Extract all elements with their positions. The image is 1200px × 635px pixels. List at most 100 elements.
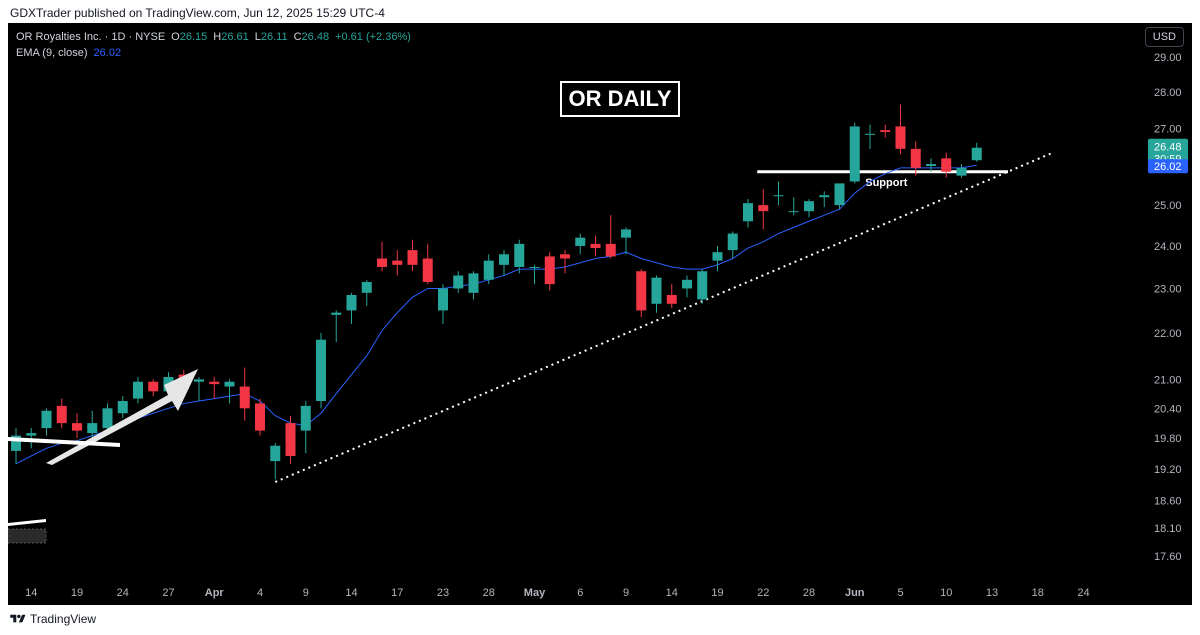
candle-body bbox=[346, 295, 357, 311]
candle-body bbox=[590, 243, 601, 249]
ema-price-text: 26.02 bbox=[1154, 161, 1182, 173]
x-tick-label: 14 bbox=[666, 587, 678, 599]
y-tick-label: 21.00 bbox=[1154, 374, 1182, 386]
candle-body bbox=[926, 164, 936, 166]
candle-body bbox=[239, 386, 250, 409]
y-tick-label: 23.00 bbox=[1154, 283, 1182, 295]
candle-body bbox=[224, 381, 235, 387]
candle-body bbox=[636, 271, 647, 311]
candle-body bbox=[300, 405, 311, 431]
candle-body bbox=[758, 205, 769, 212]
lower-mark-annotation bbox=[8, 519, 46, 526]
last-price-text: 26.48 bbox=[1154, 142, 1182, 154]
close-label: C bbox=[293, 31, 302, 43]
candle-body bbox=[697, 271, 708, 300]
candle-body bbox=[117, 400, 128, 414]
candle-body bbox=[377, 258, 387, 267]
y-tick-label: 18.60 bbox=[1154, 496, 1182, 508]
candle-body bbox=[682, 279, 692, 289]
candle-body bbox=[11, 435, 21, 451]
candle-body bbox=[575, 237, 586, 246]
candle-body bbox=[544, 256, 555, 285]
x-tick-label: 19 bbox=[711, 587, 723, 599]
candle-body bbox=[483, 260, 494, 280]
y-tick-label: 28.00 bbox=[1154, 87, 1182, 99]
candle-body bbox=[468, 273, 479, 293]
y-tick-label: 19.80 bbox=[1154, 433, 1182, 445]
x-tick-label: 13 bbox=[986, 587, 998, 599]
up-arrow-annotation bbox=[46, 369, 198, 465]
change-value: +0.61 (+2.36%) bbox=[335, 31, 411, 43]
x-tick-label: 28 bbox=[483, 587, 495, 599]
candle-body bbox=[87, 423, 98, 434]
chart-title-box: OR DAILY bbox=[560, 81, 680, 117]
x-tick-label: 17 bbox=[391, 587, 403, 599]
x-tick-label: 24 bbox=[1077, 587, 1089, 599]
candle-body bbox=[605, 243, 616, 257]
candle-body bbox=[651, 277, 662, 304]
x-tick-label: 22 bbox=[757, 587, 769, 599]
candle-body bbox=[560, 254, 570, 259]
candle-body bbox=[895, 126, 906, 149]
candle-body bbox=[72, 423, 82, 431]
candle-body bbox=[26, 433, 37, 436]
x-tick-label: 24 bbox=[117, 587, 129, 599]
currency-button[interactable]: USD bbox=[1144, 27, 1184, 47]
candle-body bbox=[712, 252, 723, 261]
x-tick-label: Apr bbox=[205, 587, 225, 599]
low-label: L bbox=[254, 31, 261, 43]
low-value: 26.11 bbox=[260, 31, 288, 43]
x-tick-label: 14 bbox=[345, 587, 357, 599]
candle-body bbox=[849, 126, 860, 182]
candle-body bbox=[56, 405, 67, 424]
candle-body bbox=[743, 203, 753, 222]
lower-box-annotation bbox=[8, 528, 47, 544]
candle-body bbox=[621, 229, 631, 238]
chart-frame[interactable]: Support 29.0028.0027.0026.0025.0024.0023… bbox=[8, 23, 1192, 605]
candle-body bbox=[209, 381, 220, 385]
footer-brand: TradingView bbox=[10, 612, 96, 626]
candle-body bbox=[438, 288, 448, 311]
published-caption: GDXTrader published on TradingView.com, … bbox=[10, 6, 385, 20]
candle-body bbox=[194, 379, 204, 382]
x-tick-label: 9 bbox=[303, 587, 309, 599]
x-tick-label: 5 bbox=[897, 587, 903, 599]
tradingview-logo-icon bbox=[10, 614, 26, 623]
x-tick-label: 18 bbox=[1032, 587, 1044, 599]
candle-body bbox=[422, 258, 433, 282]
y-tick-label: 18.10 bbox=[1154, 523, 1182, 535]
candle-body bbox=[834, 183, 845, 206]
symbol-label: OR Royalties Inc. · 1D · NYSE bbox=[16, 31, 166, 43]
candle-body bbox=[727, 233, 738, 251]
x-tick-label: 28 bbox=[803, 587, 815, 599]
y-tick-label: 25.00 bbox=[1154, 200, 1182, 212]
candle-body bbox=[361, 281, 372, 293]
close-value: 26.48 bbox=[301, 31, 330, 43]
candle-body bbox=[880, 130, 891, 132]
candle-body bbox=[270, 445, 281, 462]
trendline-dotted bbox=[274, 151, 1054, 483]
candle-body bbox=[819, 195, 830, 198]
high-label: H bbox=[213, 31, 222, 43]
candle-body bbox=[316, 339, 326, 401]
ema-price-badge bbox=[1148, 159, 1188, 174]
candle-body bbox=[331, 312, 342, 315]
ema-legend: EMA (9, close) 26.02 bbox=[16, 47, 121, 59]
candle-body bbox=[529, 266, 540, 268]
footer-brand-label: TradingView bbox=[30, 612, 97, 626]
x-tick-label: 14 bbox=[25, 587, 37, 599]
candle-body bbox=[971, 147, 982, 161]
candle-body bbox=[804, 201, 814, 212]
candle-body bbox=[941, 158, 952, 172]
candle-body bbox=[773, 195, 784, 197]
support-label: Support bbox=[865, 177, 907, 189]
candlestick-chart[interactable]: Support 29.0028.0027.0026.0025.0024.0023… bbox=[8, 23, 1192, 605]
candle-body bbox=[910, 148, 921, 168]
ema-label: EMA (9, close) bbox=[16, 47, 88, 59]
candle-body bbox=[148, 381, 159, 392]
candle-body bbox=[407, 250, 418, 265]
y-tick-label: 20.40 bbox=[1154, 403, 1182, 415]
candle-body bbox=[956, 167, 967, 176]
left-mark-annotation bbox=[8, 437, 120, 447]
candle-body bbox=[392, 260, 403, 265]
